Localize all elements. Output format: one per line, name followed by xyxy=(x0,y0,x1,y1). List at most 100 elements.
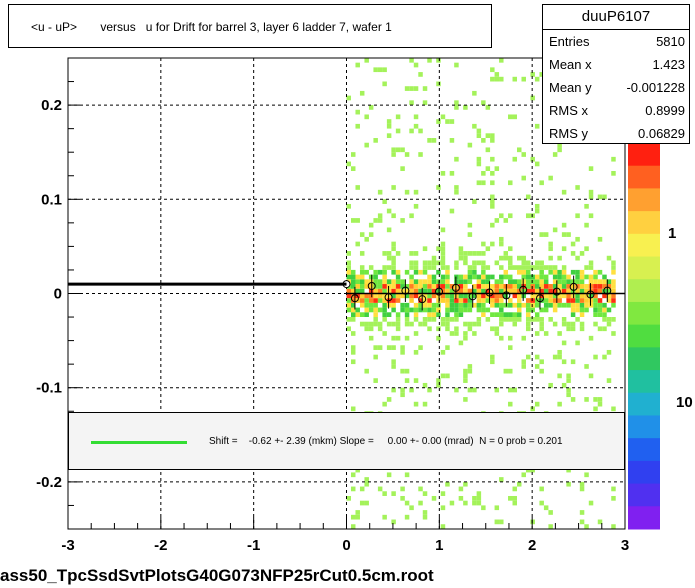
heatmap-cell xyxy=(368,222,374,228)
stats-value: 0.8999 xyxy=(645,103,685,118)
heatmap-cell xyxy=(395,335,401,341)
heatmap-cell xyxy=(557,274,562,280)
heatmap-cell xyxy=(454,302,459,308)
heatmap-cell xyxy=(431,279,437,285)
heatmap-cell xyxy=(440,246,446,252)
heatmap-cell xyxy=(570,269,576,275)
heatmap-cell xyxy=(418,302,423,308)
heatmap-cell xyxy=(525,279,531,285)
heatmap-cell xyxy=(413,317,419,322)
heatmap-cell xyxy=(391,288,396,294)
heatmap-cell xyxy=(588,302,594,308)
heatmap-cell xyxy=(463,335,468,341)
heatmap-cell xyxy=(579,519,585,525)
heatmap-cell xyxy=(593,298,598,303)
heatmap-cell xyxy=(463,373,468,379)
heatmap-cell xyxy=(427,284,432,289)
heatmap-cell xyxy=(530,156,535,162)
heatmap-cell xyxy=(359,90,365,96)
heatmap-cell xyxy=(436,302,441,308)
heatmap-cell xyxy=(463,368,468,374)
heatmap-cell xyxy=(561,246,567,252)
heatmap-cell xyxy=(386,293,392,299)
heatmap-cell xyxy=(490,241,495,247)
heatmap-cell xyxy=(525,269,531,275)
heatmap-cell xyxy=(422,491,428,496)
heatmap-cell xyxy=(534,260,540,266)
heatmap-cell xyxy=(382,269,387,275)
heatmap-cell xyxy=(472,199,477,204)
heatmap-cell xyxy=(382,331,387,336)
heatmap-cell xyxy=(611,317,616,322)
heatmap-cell xyxy=(503,288,509,294)
heatmap-cell xyxy=(418,298,423,303)
heatmap-cell xyxy=(436,284,441,289)
heatmap-cell xyxy=(440,279,446,285)
heatmap-cell xyxy=(355,284,360,289)
heatmap-cell xyxy=(413,293,419,299)
heatmap-cell xyxy=(508,255,513,261)
heatmap-cell xyxy=(418,307,423,313)
heatmap-cell xyxy=(373,345,378,350)
heatmap-cell xyxy=(350,152,356,157)
heatmap-cell xyxy=(476,298,482,303)
heatmap-cell xyxy=(490,138,495,143)
palette-cell xyxy=(628,279,660,303)
heatmap-cell xyxy=(431,138,437,143)
heatmap-cell xyxy=(346,298,351,303)
x-tick-label: -2 xyxy=(154,537,167,554)
heatmap-cell xyxy=(382,514,387,520)
stats-row: Mean y -0.001228 xyxy=(549,77,685,99)
heatmap-cell xyxy=(467,307,473,313)
heatmap-cell xyxy=(490,203,495,209)
heatmap-cell xyxy=(521,364,526,369)
heatmap-cell xyxy=(350,274,356,280)
heatmap-cell xyxy=(346,260,351,266)
heatmap-cell xyxy=(490,180,495,186)
heatmap-cell xyxy=(449,138,455,143)
heatmap-cell xyxy=(499,274,504,280)
heatmap-cell xyxy=(346,293,351,299)
heatmap-cell xyxy=(525,354,531,360)
palette-cell xyxy=(628,211,660,235)
heatmap-cell xyxy=(597,397,603,402)
heatmap-cell xyxy=(530,265,535,270)
heatmap-cell xyxy=(409,321,414,327)
heatmap-cell xyxy=(359,284,365,289)
heatmap-cell xyxy=(467,302,473,308)
heatmap-cell xyxy=(593,279,598,285)
heatmap-cell xyxy=(525,467,531,473)
heatmap-cell xyxy=(508,495,513,501)
heatmap-cell xyxy=(467,269,473,275)
heatmap-cell xyxy=(400,147,405,153)
heatmap-cell xyxy=(611,486,616,492)
heatmap-cell xyxy=(485,105,491,110)
heatmap-cell xyxy=(436,269,441,275)
heatmap-cell xyxy=(579,307,585,313)
heatmap-cell xyxy=(517,317,522,322)
heatmap-cell xyxy=(548,293,553,299)
heatmap-cell xyxy=(525,298,531,303)
heatmap-cell xyxy=(566,274,571,280)
heatmap-cell xyxy=(512,302,518,308)
heatmap-cell xyxy=(593,269,598,275)
heatmap-cell xyxy=(373,269,378,275)
heatmap-cell xyxy=(382,279,387,285)
heatmap-cell xyxy=(499,335,504,341)
heatmap-cell xyxy=(400,387,405,393)
heatmap-cell xyxy=(409,387,414,393)
stats-key: Mean y xyxy=(549,80,592,95)
heatmap-cell xyxy=(395,312,401,317)
heatmap-cell xyxy=(512,284,518,289)
heatmap-cell xyxy=(490,76,495,82)
heatmap-cell xyxy=(512,495,518,501)
heatmap-cell xyxy=(463,251,468,256)
heatmap-cell xyxy=(422,401,428,407)
heatmap-cell xyxy=(476,293,482,299)
heatmap-cell xyxy=(382,274,387,280)
heatmap-cell xyxy=(552,307,558,313)
heatmap-cell xyxy=(521,302,526,308)
heatmap-cell xyxy=(449,284,455,289)
heatmap-cell xyxy=(418,288,423,294)
heatmap-cell xyxy=(413,307,419,313)
